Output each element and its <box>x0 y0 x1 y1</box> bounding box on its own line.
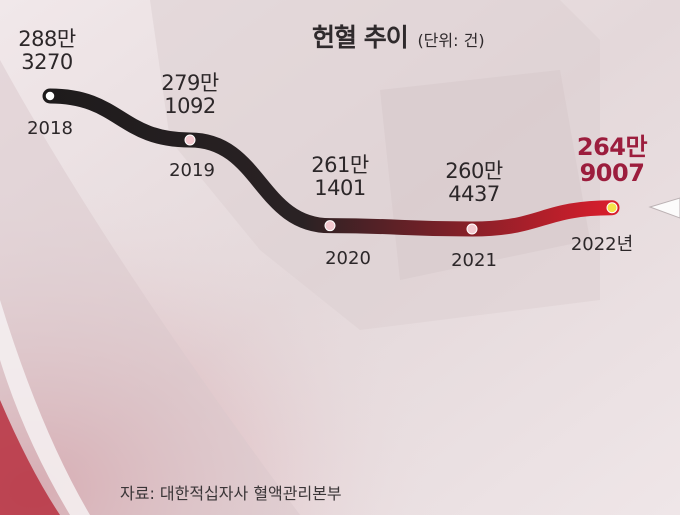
value-label-line: 279만 <box>161 71 219 95</box>
x-tick-label: 2022년 <box>570 234 634 255</box>
value-label-0: 288만 3270 <box>18 27 76 74</box>
value-label-line: 1092 <box>164 94 216 118</box>
x-tick-label: 2018 <box>27 118 73 139</box>
data-point-1 <box>184 134 196 146</box>
value-label-line: 1401 <box>314 176 366 200</box>
unit-label: (단위: 건) <box>417 31 485 50</box>
chart-title: 헌혈 추이 (단위: 건) <box>312 18 485 54</box>
x-tick-label: 2020 <box>325 248 371 269</box>
data-point-0 <box>43 89 57 103</box>
value-label-1: 279만 1092 <box>161 71 219 118</box>
x-tick-label: 2021 <box>451 250 497 271</box>
series-line <box>42 88 620 237</box>
value-label-3: 260만 4437 <box>445 159 503 206</box>
chart-title-text: 헌혈 추이 <box>312 23 409 52</box>
data-point-4 <box>606 202 618 214</box>
value-label-4: 264만 9007 <box>576 133 648 187</box>
x-tick-label: 2019 <box>169 160 215 181</box>
value-label-line: 288만 <box>18 27 76 51</box>
value-label-2: 261만 1401 <box>311 153 369 200</box>
value-label-line: 3270 <box>21 50 73 74</box>
source-note: 자료: 대한적십자사 혈액관리본부 <box>120 484 342 503</box>
value-label-line: 264만 <box>576 133 648 161</box>
value-label-line: 261만 <box>311 153 369 177</box>
value-label-line: 9007 <box>579 159 645 187</box>
value-label-line: 4437 <box>448 182 500 206</box>
data-point-2 <box>324 220 336 232</box>
value-label-line: 260만 <box>445 159 503 183</box>
data-point-3 <box>466 223 478 235</box>
